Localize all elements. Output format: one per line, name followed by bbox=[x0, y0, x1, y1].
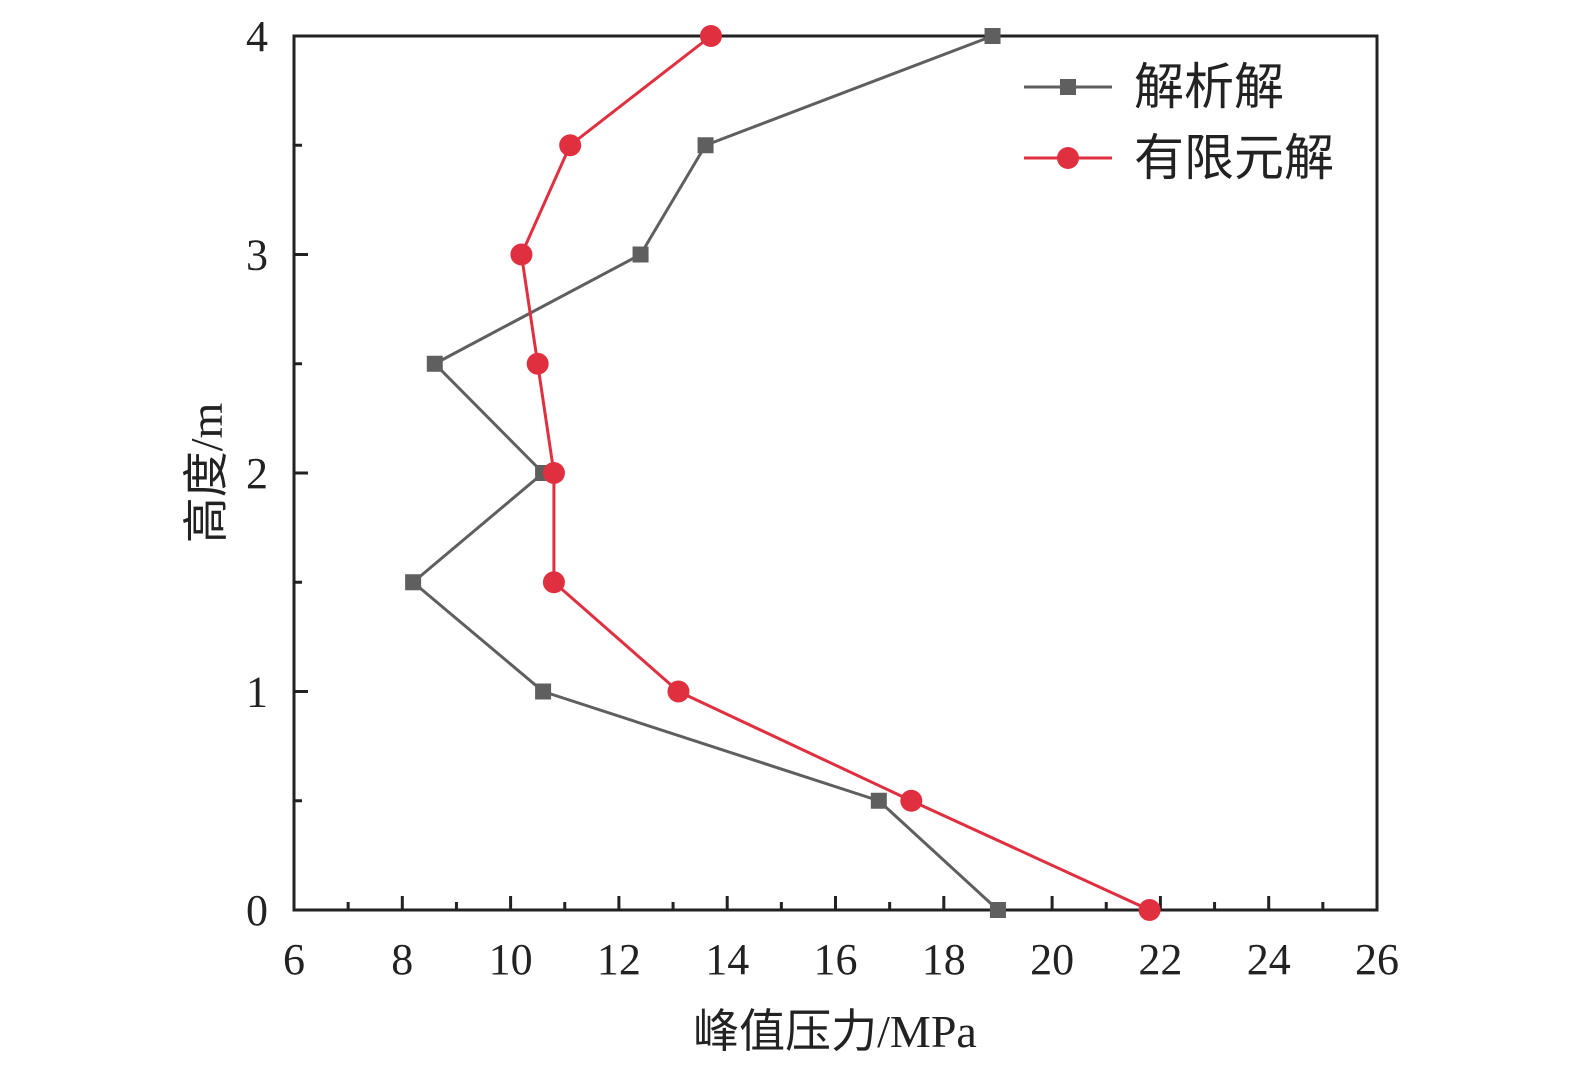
axis-ticks bbox=[292, 34, 1379, 912]
data-series bbox=[405, 25, 1161, 921]
x-axis-title: 峰值压力/MPa bbox=[693, 1006, 977, 1057]
x-tick-label: 10 bbox=[489, 935, 533, 984]
data-point-circle bbox=[1138, 899, 1161, 921]
x-tick-label: 16 bbox=[814, 935, 858, 984]
x-tick-label: 8 bbox=[391, 935, 413, 984]
legend-label-fem: 有限元解 bbox=[1134, 130, 1334, 186]
data-point-circle bbox=[542, 571, 565, 594]
y-tick-label: 3 bbox=[246, 231, 268, 280]
series-0 bbox=[405, 28, 1006, 918]
data-point-square bbox=[697, 137, 714, 154]
legend-label-analytical: 解析解 bbox=[1134, 59, 1284, 115]
y-tick-label: 1 bbox=[246, 668, 268, 717]
data-point-square bbox=[989, 902, 1006, 918]
data-point-square bbox=[426, 355, 443, 372]
data-point-circle bbox=[526, 352, 549, 375]
series-line bbox=[519, 34, 1151, 912]
y-tick-label: 4 bbox=[246, 12, 268, 61]
data-point-circle bbox=[559, 134, 582, 157]
data-point-square bbox=[405, 574, 422, 591]
data-point-circle bbox=[699, 25, 722, 47]
x-tick-label: 20 bbox=[1030, 935, 1074, 984]
x-tick-label: 22 bbox=[1138, 935, 1182, 984]
x-tick-label: 14 bbox=[705, 935, 749, 984]
data-point-square bbox=[632, 246, 649, 263]
x-tick-label: 6 bbox=[283, 935, 305, 984]
x-tick-label: 18 bbox=[922, 935, 966, 984]
x-tick-label: 26 bbox=[1355, 935, 1399, 984]
data-point-square bbox=[870, 792, 887, 809]
y-axis-title: 高度/m bbox=[181, 403, 232, 544]
y-tick-label: 2 bbox=[246, 449, 268, 498]
series-1 bbox=[510, 25, 1161, 921]
data-point-circle bbox=[542, 462, 565, 484]
data-point-circle bbox=[667, 680, 690, 703]
legend: 解析解 有限元解 bbox=[1024, 59, 1334, 186]
data-point-square bbox=[535, 683, 552, 700]
series-line bbox=[411, 34, 999, 912]
x-tick-label: 24 bbox=[1247, 935, 1291, 984]
data-point-square bbox=[984, 28, 1001, 44]
x-tick-label: 12 bbox=[597, 935, 641, 984]
data-point-circle bbox=[900, 789, 923, 812]
legend-marker-fem bbox=[1057, 147, 1079, 169]
data-point-circle bbox=[510, 243, 533, 266]
legend-marker-analytical bbox=[1060, 79, 1076, 95]
y-tick-label: 0 bbox=[246, 886, 268, 935]
